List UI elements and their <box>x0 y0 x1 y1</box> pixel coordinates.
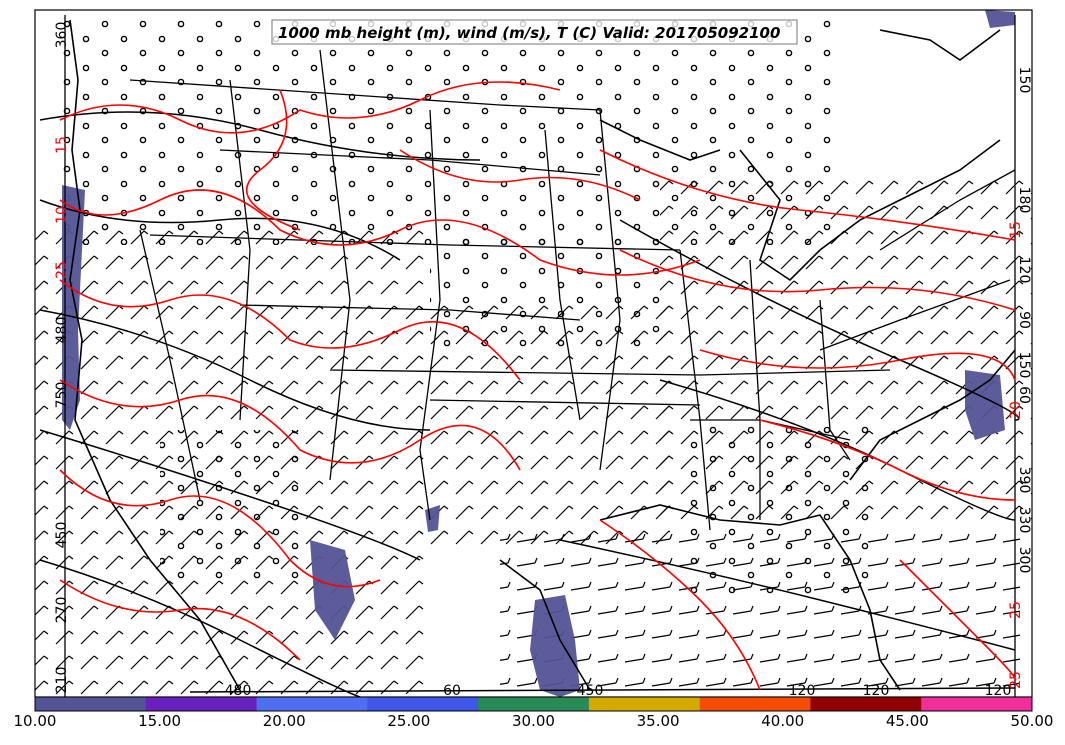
colorbar-segment <box>367 697 479 711</box>
calm-stations-southeast <box>680 420 880 600</box>
colorbar-segment <box>921 697 1033 711</box>
colorbar-segments <box>35 697 1033 711</box>
colorbar-tick-label: 20.00 <box>263 712 306 730</box>
contour-label: 300 <box>1016 547 1032 574</box>
colorbar-tick-label: 10.00 <box>14 712 57 730</box>
wind-speed-shading <box>62 10 1015 697</box>
contour-label: 60 <box>443 683 461 699</box>
contour-label: 330 <box>1016 507 1032 534</box>
colorbar-segment <box>478 697 590 711</box>
colorbar-tick-label: 35.00 <box>637 712 680 730</box>
height-labels-bottom: 480 60 450 120 120 120 <box>225 683 1012 699</box>
contour-label: 15 <box>1008 221 1024 239</box>
wind-shading-area <box>965 370 1005 440</box>
contour-label: 750 <box>54 382 70 409</box>
colorbar-tick-label: 45.00 <box>886 712 929 730</box>
wind-shading-area <box>985 10 1015 28</box>
contour-label: 120 <box>863 683 890 699</box>
height-labels-left: 360 480 750 450 270 210 <box>54 22 70 694</box>
colorbar-tick-label: 30.00 <box>512 712 555 730</box>
height-labels-right: 150 180 120 90 150 60 390 330 300 <box>1016 67 1032 574</box>
contour-label: 20 <box>1008 401 1024 419</box>
wind-shading-area <box>62 185 85 430</box>
calm-stations-midwest <box>430 230 670 350</box>
colorbar-segment <box>145 697 258 711</box>
colorbar-segment <box>588 697 701 711</box>
contour-label: 15 <box>54 136 70 154</box>
contour-label: 90 <box>1016 311 1032 329</box>
map-title: 1000 mb height (m), wind (m/s), T (C) Va… <box>278 24 780 42</box>
map-title-box: 1000 mb height (m), wind (m/s), T (C) Va… <box>271 19 798 45</box>
colorbar-segment <box>810 697 922 711</box>
contour-label: 10 <box>54 206 70 224</box>
contour-label: 270 <box>54 597 70 624</box>
contour-label: 480 <box>225 683 252 699</box>
colorbar-tick-labels: 10.00 15.00 20.00 25.00 30.00 35.00 40.00 45.00… <box>14 712 1054 730</box>
colorbar-tick-label: 15.00 <box>138 712 181 730</box>
contour-label: 120 <box>789 683 816 699</box>
contour-label: 25 <box>54 261 70 279</box>
map-plot-area: 360 480 750 450 270 210 150 180 120 90 150 60 390 33… <box>35 10 1032 699</box>
colorbar-segment <box>256 697 368 711</box>
contour-label: 450 <box>577 683 604 699</box>
state-boundaries <box>64 15 1016 697</box>
contour-label: 120 <box>985 683 1012 699</box>
contour-label: 150 <box>1016 352 1032 379</box>
colorbar-segment <box>699 697 811 711</box>
contour-label: 60 <box>1016 386 1032 404</box>
wind-shading-area <box>310 540 355 640</box>
contour-label: 360 <box>54 22 70 49</box>
contour-label: 180 <box>1016 187 1032 214</box>
temperature-contours <box>59 81 1017 691</box>
wind-shading-area <box>530 595 580 697</box>
contour-label: 150 <box>1016 67 1032 94</box>
contour-label: 480 <box>54 317 70 344</box>
contour-label: 25 <box>1008 671 1024 689</box>
coastlines <box>69 19 1016 691</box>
colorbar-tick-label: 40.00 <box>761 712 804 730</box>
contour-label: 210 <box>54 667 70 694</box>
contour-label: 25 <box>1008 601 1024 619</box>
colorbar: 10.00 15.00 20.00 25.00 30.00 35.00 40.00 45.00… <box>14 696 1054 730</box>
calm-stations-north <box>60 15 840 245</box>
temperature-labels: 15 10 25 15 20 25 25 <box>54 136 1024 689</box>
contour-label: 390 <box>1016 467 1032 494</box>
contour-label: 120 <box>1016 257 1032 284</box>
contour-label: 450 <box>54 522 70 549</box>
colorbar-segment <box>35 697 147 711</box>
colorbar-tick-label: 50.00 <box>1011 712 1054 730</box>
colorbar-tick-label: 25.00 <box>387 712 430 730</box>
